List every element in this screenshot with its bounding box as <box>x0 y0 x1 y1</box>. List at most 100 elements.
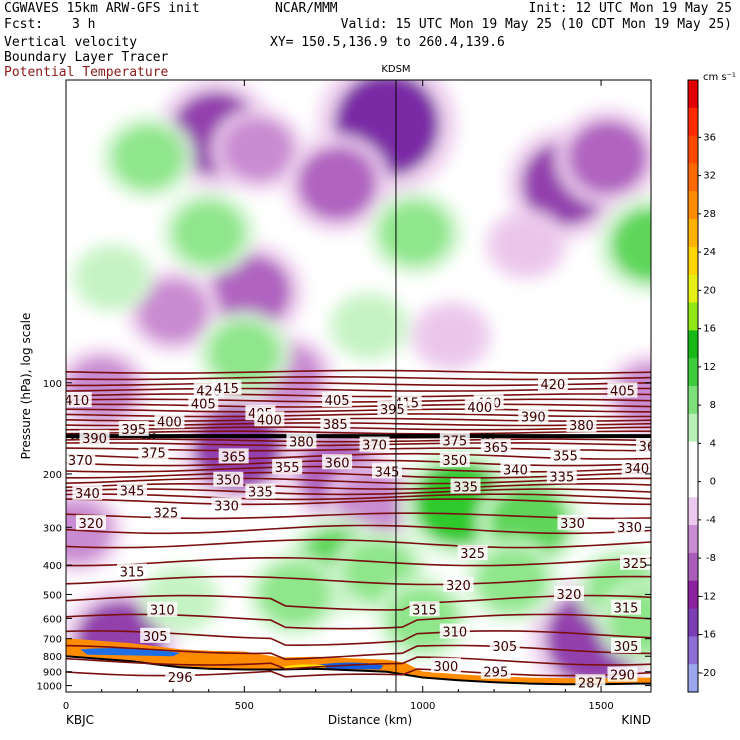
theta-label-bg <box>150 504 181 520</box>
theta-label: 400 <box>157 415 182 430</box>
theta-label: 330 <box>214 499 239 514</box>
theta-label: 315 <box>120 566 145 581</box>
colorbar-swatch <box>688 664 698 693</box>
vertical-velocity-cell <box>223 118 294 182</box>
colorbar-swatch <box>688 525 698 554</box>
theta-contour-line <box>66 438 651 443</box>
theta-label-bg <box>116 563 147 579</box>
colorbar: -20 -16 -12 -8 -4 0 4 8 12 16 20 24 28 32 36 <box>687 79 716 693</box>
theta-label-bg <box>607 382 638 398</box>
colorbar-label: -8 <box>706 553 716 564</box>
bl-tracer-label: 150 <box>480 432 495 441</box>
colorbar-swatch <box>688 246 698 276</box>
vertical-velocity-cell <box>173 201 244 265</box>
colorbar-label: 8 <box>710 400 716 411</box>
y-tick-label: 300 <box>43 523 62 534</box>
theta-label: 355 <box>275 461 300 476</box>
theta-label: 305 <box>143 630 168 645</box>
theta-label-bg <box>439 452 470 468</box>
theta-label-bg <box>611 599 642 615</box>
colorbar-swatch <box>688 302 698 331</box>
theta-label: 380 <box>289 435 314 450</box>
bl-tracer-layer: 150 150 150 <box>66 432 651 441</box>
vertical-velocity-cell <box>81 251 144 305</box>
theta-label-bg <box>537 376 568 392</box>
vertical-velocity-cell <box>568 120 648 195</box>
theta-label-bg <box>621 459 651 475</box>
theta-label: 296 <box>168 671 193 686</box>
vertical-velocity-cell <box>137 279 209 343</box>
theta-label: 315 <box>614 602 639 617</box>
colorbar-label: 20 <box>703 285 716 296</box>
x-tick-label: 0 <box>63 701 69 712</box>
theta-label-bg <box>118 420 149 436</box>
theta-label-bg <box>614 518 645 534</box>
theta-label: 420 <box>540 378 565 393</box>
theta-label-bg <box>480 439 511 455</box>
theta-label: 405 <box>325 394 350 409</box>
theta-label-bg <box>320 416 351 432</box>
theta-label-bg <box>619 554 650 570</box>
colorbar-swatch <box>688 441 698 470</box>
theta-label: 360 <box>325 456 350 471</box>
theta-label-bg <box>213 471 244 487</box>
theta-label-bg <box>457 545 488 561</box>
theta-label-bg <box>553 585 584 601</box>
theta-label-bg <box>322 454 353 470</box>
colorbar-label: 24 <box>703 247 716 258</box>
theta-label: 355 <box>553 450 578 465</box>
colorbar-swatch <box>688 135 698 164</box>
colorbar-frame <box>687 79 699 693</box>
theta-label-bg <box>518 408 549 424</box>
theta-label: 325 <box>623 557 648 572</box>
y-tick-label: 900 <box>43 668 62 679</box>
x-tick-label: 1000 <box>410 701 435 712</box>
theta-label: 370 <box>68 454 93 469</box>
theta-contour-line <box>66 524 651 535</box>
theta-contour-line <box>66 426 651 431</box>
colorbar-swatch <box>688 274 698 304</box>
colorbar-label: -4 <box>706 515 716 526</box>
theta-label: 345 <box>375 465 400 480</box>
colorbar-swatch <box>688 497 698 526</box>
theta-contour-line <box>66 403 651 408</box>
colorbar-label: 0 <box>710 477 716 488</box>
center-label: NCAR/MMM <box>275 1 338 16</box>
theta-label: 290 <box>610 669 635 684</box>
field-boundary-layer-tracer: Boundary Layer Tracer <box>4 50 169 65</box>
theta-label: 340 <box>75 487 100 502</box>
colorbar-label: 28 <box>703 209 716 220</box>
theta-label-bg <box>66 452 96 468</box>
theta-labels: 4204154204104054004054004054054153954003… <box>66 376 651 691</box>
theta-label: 350 <box>216 474 241 489</box>
theta-label: 330 <box>560 517 585 532</box>
start-station-label: KBJC <box>66 713 94 727</box>
terrain-line <box>66 655 651 686</box>
theta-label: 315 <box>412 603 437 618</box>
colorbar-swatch <box>688 330 698 359</box>
colorbar-label: 32 <box>703 171 716 182</box>
vertical-velocity-cell <box>495 218 557 272</box>
theta-label-bg <box>286 433 317 449</box>
theta-label: 345 <box>120 485 145 500</box>
colorbar-swatch <box>688 191 698 220</box>
mid-station-label: KDSM <box>381 64 410 75</box>
theta-label-bg <box>322 392 353 408</box>
theta-label: 340 <box>503 463 528 478</box>
bl-tracer-label: 150 <box>141 432 156 441</box>
theta-label-bg <box>464 398 495 414</box>
theta-label-bg <box>75 514 106 530</box>
colorbar-label: 12 <box>703 362 716 373</box>
theta-label: 395 <box>121 423 146 438</box>
theta-label: 390 <box>521 410 546 425</box>
colorbar-label: -20 <box>700 668 716 679</box>
vertical-velocity-cell <box>112 125 184 189</box>
colorbar-swatch <box>688 413 698 443</box>
y-tick-label: 200 <box>43 470 62 481</box>
colorbar-label: -16 <box>700 630 716 641</box>
theta-label: 365 <box>483 441 508 456</box>
y-tick-label: 400 <box>43 561 62 572</box>
theta-label-bg <box>211 379 242 395</box>
colorbar-swatch <box>688 163 698 192</box>
bl-tracer-fill <box>66 638 651 685</box>
